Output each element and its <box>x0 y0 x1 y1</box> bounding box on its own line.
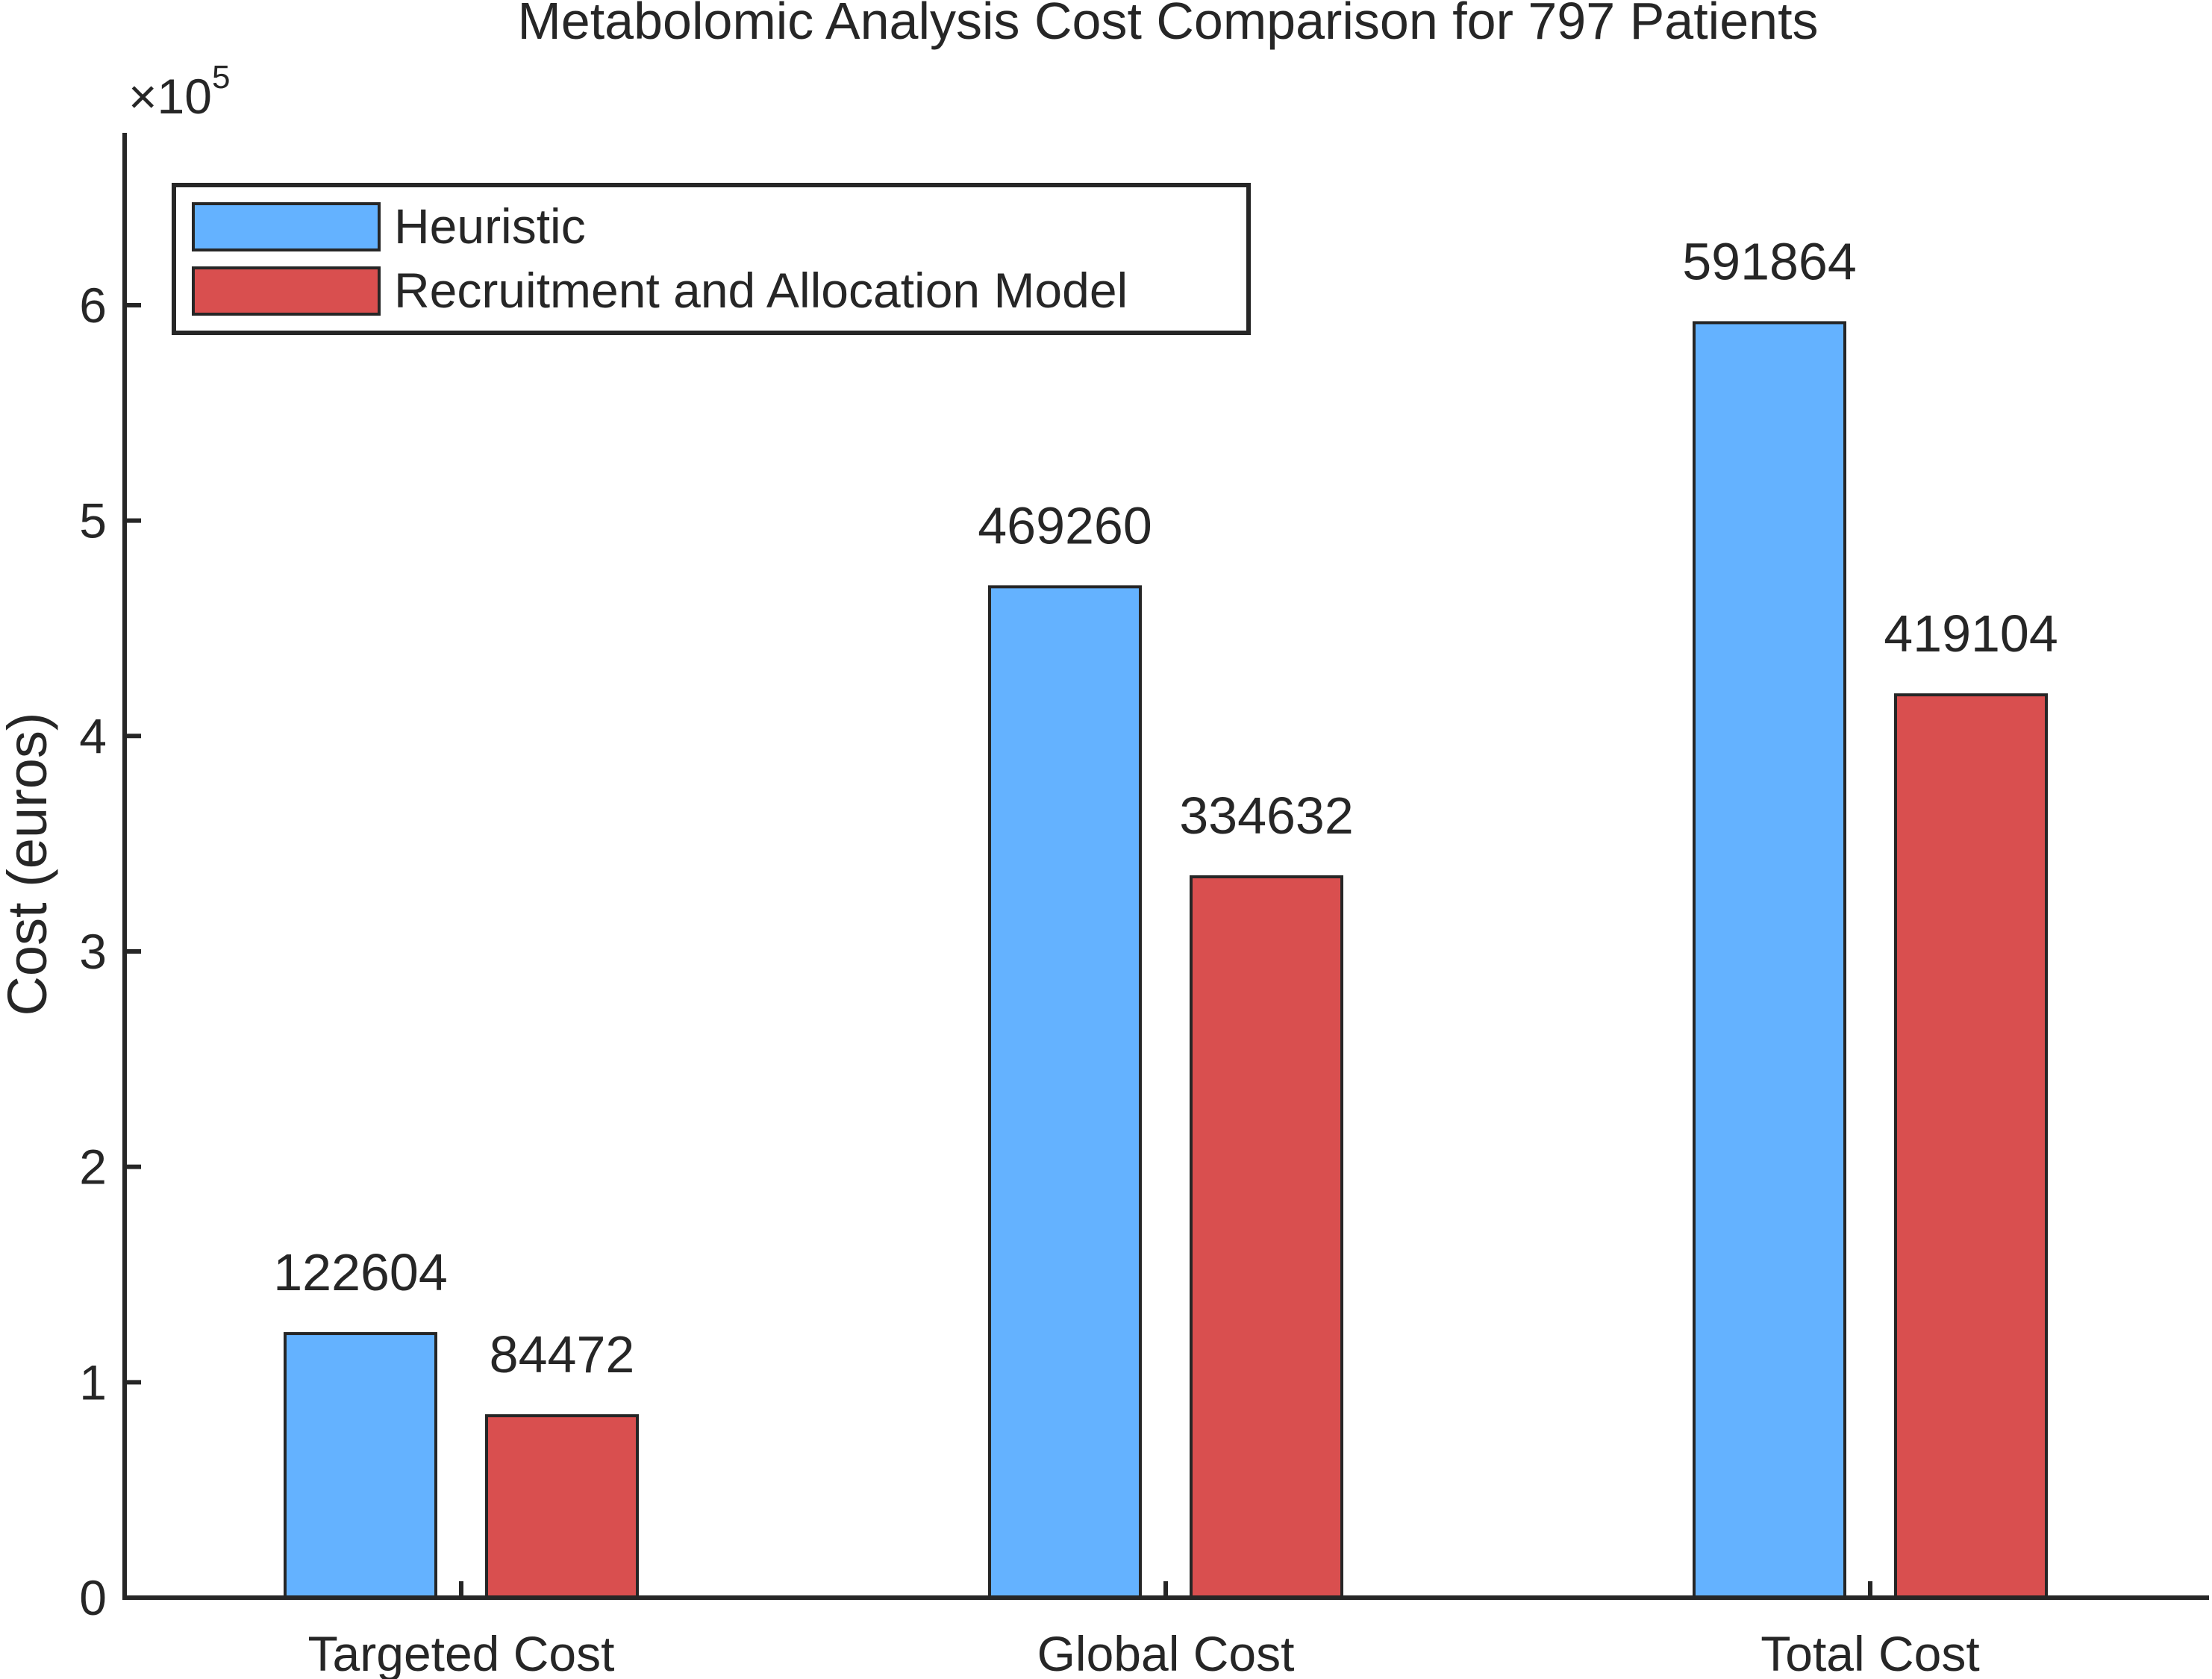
bar-value-label: 84472 <box>490 1325 635 1383</box>
bar-value-label: 419104 <box>1884 604 2058 663</box>
bar-value-label: 469260 <box>978 496 1152 554</box>
legend-swatch <box>192 202 381 251</box>
legend-label: Heuristic <box>394 198 586 254</box>
y-axis-multiplier-exponent: 5 <box>212 59 230 96</box>
x-axis-ticks: Targeted Cost Global Cost Total Cost <box>308 1581 1980 1679</box>
y-tick-label: 5 <box>79 493 107 548</box>
y-tick-label: 4 <box>79 708 107 763</box>
bar-value-label: 122604 <box>273 1243 448 1301</box>
y-axis-ticks: 0 1 2 3 4 5 6 <box>79 278 141 1625</box>
value-labels-layer: 122604 84472 469260 334632 591864 419104 <box>273 232 2058 1383</box>
y-tick-label: 1 <box>79 1354 107 1410</box>
bar <box>485 1414 639 1599</box>
legend-swatch <box>192 266 381 316</box>
bar <box>284 1332 437 1599</box>
x-tick-label: Total Cost <box>1760 1626 1979 1679</box>
x-tick-label: Targeted Cost <box>308 1626 615 1679</box>
svg-text:×105: ×105 <box>128 59 230 124</box>
y-tick-label: 6 <box>79 278 107 333</box>
y-axis-multiplier-base: ×10 <box>128 69 212 124</box>
bar <box>1894 693 2048 1599</box>
legend-label: Recruitment and Allocation Model <box>394 263 1128 318</box>
bars-layer <box>284 321 2048 1600</box>
x-tick-label: Global Cost <box>1037 1626 1295 1679</box>
y-axis-multiplier: ×105 <box>128 59 230 124</box>
y-tick-label: 3 <box>79 924 107 979</box>
bar <box>1693 321 1846 1600</box>
bar <box>1190 875 1343 1599</box>
bar <box>988 585 1142 1599</box>
bar-value-label: 334632 <box>1179 787 1354 845</box>
chart-title: Metabolomic Analysis Cost Comparison for… <box>517 0 1818 50</box>
y-tick-label: 0 <box>79 1570 107 1625</box>
y-axis-label: Cost (euros) <box>0 712 58 1016</box>
legend: Heuristic Recruitment and Allocation Mode… <box>172 183 1251 335</box>
bar-value-label: 591864 <box>1682 232 1857 290</box>
y-tick-label: 2 <box>79 1139 107 1195</box>
